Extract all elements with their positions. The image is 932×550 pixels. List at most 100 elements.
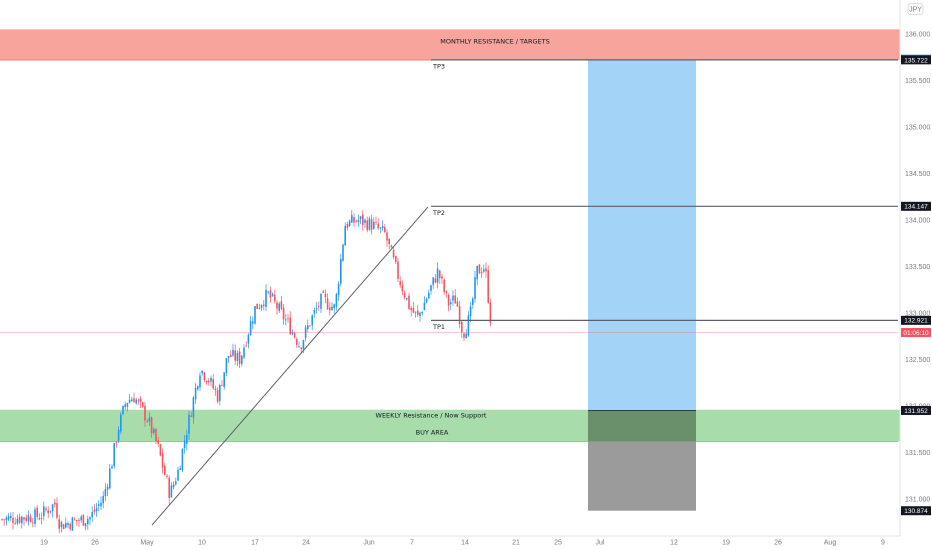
candle-body	[34, 509, 36, 524]
candle-body	[267, 291, 269, 293]
price-tag	[901, 328, 931, 338]
candle-body	[21, 516, 23, 524]
candle-body	[166, 475, 168, 477]
candle-body	[421, 312, 423, 314]
price-tag	[901, 55, 931, 65]
candle-body	[214, 388, 217, 391]
candle-body	[397, 261, 399, 279]
candle-body	[434, 278, 437, 283]
x-tick-label: 26	[91, 540, 99, 547]
y-tick-label: 133.000	[905, 311, 930, 318]
y-tick-label: 134.500	[905, 171, 930, 178]
candle-body	[203, 372, 206, 381]
y-tick-label: 131.000	[905, 497, 930, 504]
monthly-zone-label: MONTHLY RESISTANCE / TARGETS	[440, 37, 549, 45]
candle-body	[5, 517, 8, 521]
candle-body	[474, 277, 476, 299]
candle-body	[309, 325, 311, 327]
zone-band	[0, 29, 932, 61]
candle-body	[76, 519, 78, 522]
weekly-zone-label: WEEKLY Resistance / Now Support	[376, 412, 487, 420]
candle-body	[260, 304, 263, 308]
target-label-tp1: TP1	[432, 323, 445, 331]
candle-body	[452, 295, 454, 301]
candle-body	[87, 519, 89, 524]
price-tag-label: 132.921	[904, 318, 928, 325]
candle-body	[463, 333, 465, 338]
candle-body	[120, 414, 122, 432]
candle-body	[142, 402, 144, 407]
candle-body	[190, 415, 192, 417]
time-axis[interactable]	[0, 536, 932, 550]
candle-body	[155, 428, 157, 442]
target-label-tp3: TP3	[432, 62, 445, 70]
candle-body	[157, 440, 159, 444]
candle-body	[40, 517, 43, 519]
candle-body	[324, 293, 327, 298]
candle-body	[221, 385, 223, 387]
trendline[interactable]	[151, 206, 429, 526]
candle-body	[428, 292, 430, 299]
candle-body	[65, 523, 67, 528]
candle-body	[135, 399, 137, 404]
x-tick-label: 26	[774, 540, 782, 547]
candle-body	[113, 443, 115, 467]
candle-body	[177, 469, 179, 481]
candle-body	[223, 372, 225, 387]
candle-body	[25, 517, 27, 521]
candle-body	[14, 523, 16, 525]
price-axis[interactable]	[900, 0, 932, 550]
candle-body	[131, 399, 133, 402]
price-tag-label: 135.722	[904, 57, 928, 64]
candle-body	[170, 485, 173, 498]
candle-body	[258, 307, 261, 309]
x-tick-label: May	[140, 540, 154, 547]
position-profit-box	[588, 59, 696, 411]
candle-body	[403, 292, 406, 298]
candle-body	[322, 291, 324, 293]
candle-body	[234, 350, 236, 361]
candle-body	[208, 380, 210, 383]
candle-body	[104, 489, 107, 497]
candle-body	[199, 375, 201, 388]
currency-label: JPY	[909, 7, 922, 14]
candle-body	[465, 333, 467, 339]
candle-body	[395, 256, 397, 263]
candle-body	[302, 340, 305, 350]
candle-body	[216, 390, 219, 402]
candle-body	[458, 306, 461, 325]
candle-body	[359, 216, 362, 220]
candle-body	[146, 421, 148, 422]
candle-body	[419, 312, 421, 317]
candle-body	[232, 349, 234, 356]
candle-body	[315, 307, 318, 309]
x-tick-label: 19	[40, 540, 48, 547]
candle-body	[370, 219, 373, 230]
candle-body	[478, 264, 481, 274]
candle-body	[186, 435, 188, 444]
candle-body	[375, 221, 377, 223]
currency-badge[interactable]	[907, 3, 924, 15]
candle-body	[161, 453, 164, 468]
candle-body	[348, 220, 351, 227]
candle-body	[441, 276, 443, 279]
candle-body	[23, 517, 25, 520]
candle-body	[1, 519, 3, 520]
price-tag	[901, 315, 931, 325]
position-layer	[588, 59, 696, 511]
candle-body	[18, 516, 21, 523]
candle-body	[159, 444, 162, 456]
candle-body	[293, 333, 296, 338]
candle-body	[205, 380, 208, 383]
candle-body	[43, 506, 45, 517]
candle-body	[128, 399, 131, 403]
candle-body	[439, 270, 441, 279]
candle-body	[467, 315, 470, 336]
y-tick-label: 134.000	[905, 218, 930, 225]
candle-body	[181, 448, 184, 471]
candle-body	[296, 339, 298, 345]
candle-body	[111, 466, 113, 469]
candle-body	[7, 516, 10, 520]
